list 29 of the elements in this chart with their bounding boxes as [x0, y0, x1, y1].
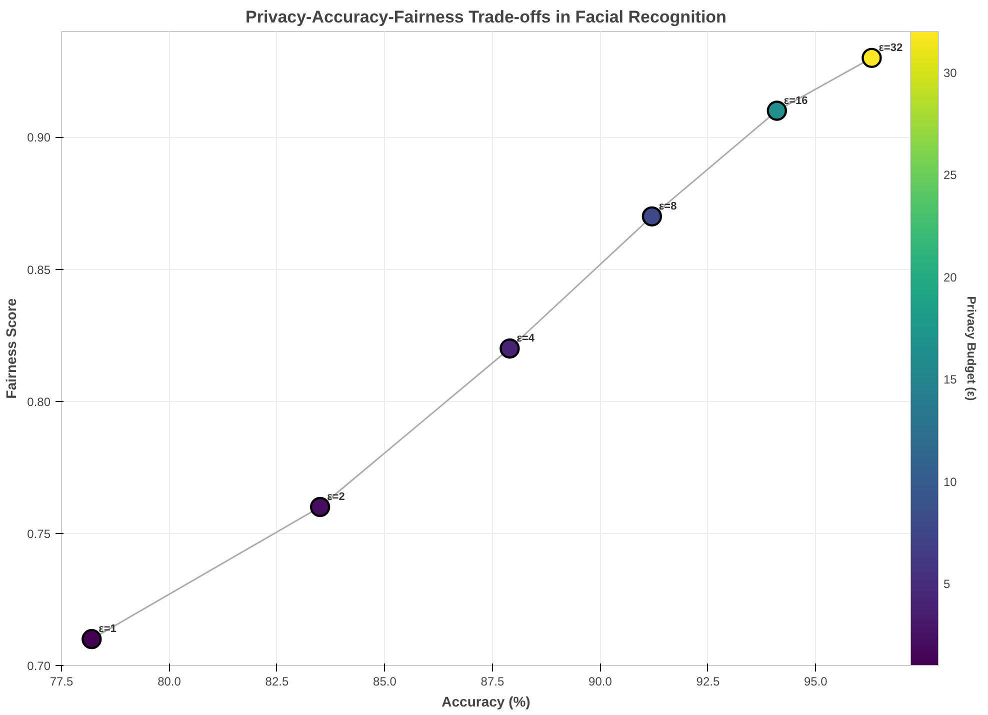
annotation: ε=16 [784, 94, 808, 107]
annotation: ε=1 [98, 623, 116, 636]
annotation: ε=2 [327, 491, 345, 503]
x-tick-label: 87.5 [480, 674, 504, 688]
color-bar-label: 15 [944, 372, 958, 387]
x-tick-label: 82.5 [265, 674, 289, 688]
y-axis-title: Fairness Score [3, 298, 20, 399]
x-tick-label: 90.0 [588, 674, 612, 688]
y-tick-label: 0.80 [27, 394, 51, 409]
y-tick-label: 0.85 [27, 262, 51, 277]
y-tick-label: 0.75 [27, 526, 51, 541]
y-tick-label: 0.70 [27, 659, 51, 673]
x-tick-label: 85.0 [373, 674, 397, 688]
color-bar-label: 20 [944, 270, 958, 284]
color-bar-title: Privacy Budget (ε) [964, 296, 978, 401]
color-bar-label: 5 [944, 577, 950, 592]
color-bar-label: 25 [944, 168, 958, 182]
y-tick-label: 0.90 [27, 130, 51, 145]
color-bar-label: 10 [944, 474, 958, 489]
annotation: ε=8 [658, 200, 677, 212]
annotation: ε=4 [516, 332, 536, 344]
chart-title: Privacy-Accuracy-Fairness Trade-offs in Facial Recognition [246, 8, 726, 26]
x-tick-label: 77.5 [50, 674, 74, 688]
x-tick-label: 95.0 [804, 674, 828, 688]
color-bar-label: 30 [944, 66, 958, 80]
x-tick-label: 80.0 [158, 674, 182, 688]
x-axis-title: Accuracy (%) [442, 694, 530, 710]
x-tick-label: 92.5 [696, 674, 720, 688]
annotation: ε=32 [878, 42, 903, 54]
